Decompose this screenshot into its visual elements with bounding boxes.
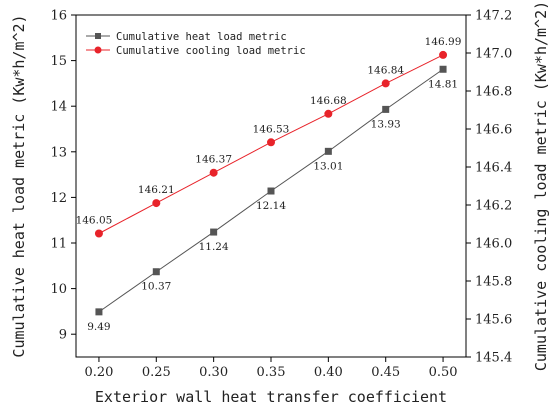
y-right-tick-label: 147.2: [475, 9, 512, 24]
cooling-load-value-label: 146.99: [425, 36, 462, 48]
y-left-tick-label: 11: [50, 237, 67, 252]
y-left-axis-title: Cumulative heat load metric (Kw*h/m^2): [10, 14, 28, 357]
heat-load-point: [324, 147, 332, 155]
heat-load-point: [210, 228, 218, 236]
heat-load-value-label: 13.01: [313, 160, 343, 172]
x-tick-label: 0.30: [199, 365, 228, 380]
cooling-load-point: [209, 168, 218, 177]
legend-marker-heat: [95, 33, 101, 39]
cooling-load-value-label: 146.21: [138, 184, 175, 196]
heat-load-point: [382, 105, 390, 113]
heat-load-value-label: 12.14: [256, 200, 286, 212]
y-right-tick-label: 145.8: [475, 275, 512, 290]
y-right-tick-label: 145.4: [475, 351, 512, 366]
y-right-tick-label: 146.8: [475, 85, 512, 100]
legend-label-heat: Cumulative heat load metric: [116, 31, 287, 43]
heat-load-point: [267, 187, 275, 195]
x-tick-label: 0.20: [84, 365, 113, 380]
cooling-load-point: [94, 229, 103, 238]
x-tick-label: 0.50: [429, 365, 458, 380]
cooling-load-value-label: 146.37: [195, 154, 232, 166]
cooling-load-value-label: 146.53: [253, 123, 290, 135]
cooling-load-value-label: 146.68: [310, 95, 347, 107]
x-axis-title: Exterior wall heat transfer coefficient: [95, 388, 447, 406]
heat-load-point: [439, 65, 447, 73]
y-right-tick-label: 146.4: [475, 161, 512, 176]
heat-load-value-label: 11.24: [199, 241, 229, 253]
heat-load-value-label: 9.49: [87, 321, 110, 333]
y-left-tick-label: 15: [50, 54, 67, 69]
cooling-load-point: [267, 138, 275, 147]
y-right-tick-label: 147.0: [475, 47, 512, 62]
cooling-load-point: [152, 199, 161, 208]
y-left-tick-label: 16: [50, 9, 67, 24]
plot-frame: [75, 14, 467, 358]
y-right-tick-label: 146.6: [475, 123, 512, 138]
legend: Cumulative heat load metric Cumulative c…: [86, 31, 306, 57]
heat-load-value-label: 14.81: [428, 78, 458, 90]
y-right-tick-label: 146.0: [475, 237, 512, 252]
cooling-load-value-label: 146.05: [76, 215, 113, 227]
y-left-tick-label: 10: [50, 282, 67, 297]
heat-load-value-label: 10.37: [141, 281, 171, 293]
y-right-axis-title: Cumulative cooling load metric (Kw*h/m^2…: [532, 1, 550, 371]
y-left-tick-label: 9: [59, 328, 67, 343]
x-tick-label: 0.45: [371, 365, 400, 380]
y-left-tick-label: 13: [50, 145, 67, 160]
legend-marker-cooling: [94, 46, 102, 54]
cooling-load-point: [324, 109, 333, 118]
cooling-load-value-label: 146.84: [367, 64, 404, 76]
legend-label-cooling: Cumulative cooling load metric: [116, 45, 306, 57]
heat-load-point: [152, 268, 160, 276]
cooling-load-point: [439, 50, 448, 59]
heat-load-value-label: 13.93: [371, 118, 401, 130]
y-left-tick-label: 12: [50, 191, 67, 206]
y-right-tick-label: 146.2: [475, 199, 512, 214]
y-left-tick-label: 14: [50, 100, 67, 115]
x-tick-label: 0.40: [314, 365, 343, 380]
y-right-tick-label: 145.6: [475, 313, 512, 328]
cooling-load-point: [381, 79, 390, 88]
heat-load-point: [95, 308, 103, 316]
x-tick-label: 0.25: [142, 365, 171, 380]
x-tick-label: 0.35: [257, 365, 286, 380]
